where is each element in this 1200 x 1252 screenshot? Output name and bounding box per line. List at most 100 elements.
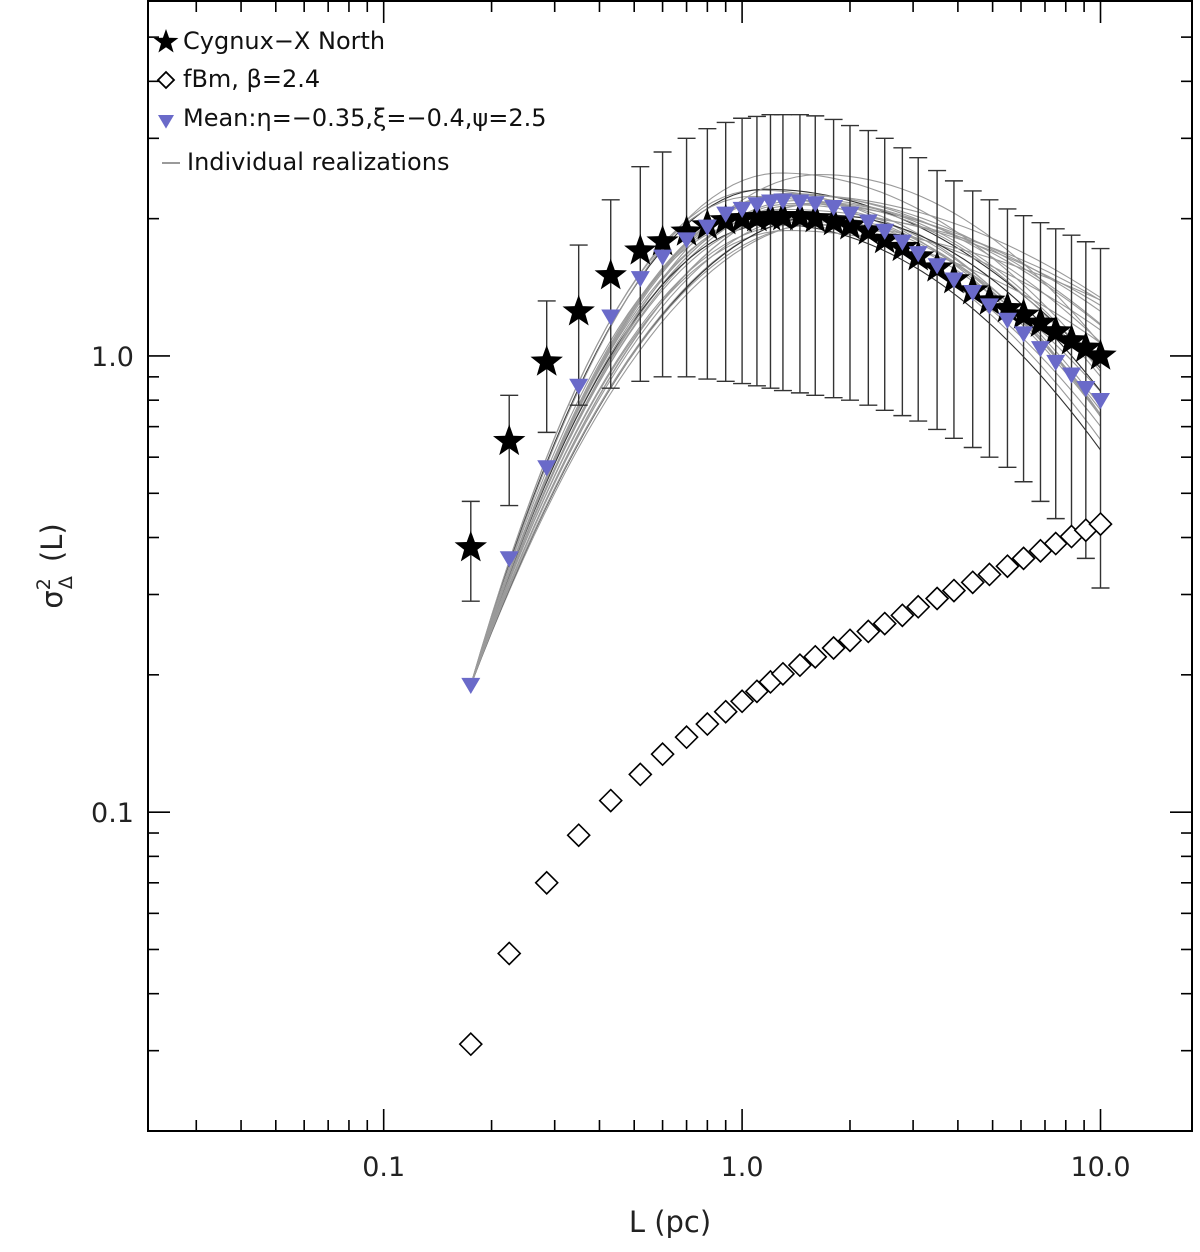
fbm-point (787, 653, 813, 678)
fbm-point (674, 725, 699, 750)
mean-point (630, 271, 650, 288)
y-tick-label: 1.0 (91, 342, 134, 373)
mean-point (1076, 381, 1096, 398)
mean-point (790, 194, 810, 211)
legend-star-icon (153, 29, 179, 53)
y-axis-label: σ2Δ (L) (33, 523, 77, 608)
fbm-point (713, 699, 738, 724)
fbm-point (960, 570, 985, 595)
axis-ticks (148, 0, 1192, 1132)
fbm-point (598, 788, 623, 813)
mean-point (1014, 326, 1034, 343)
mean-point (461, 677, 481, 695)
y-axis-label-sub: Δ (55, 576, 77, 589)
plot-frame (147, 0, 1193, 1132)
cygnus-point (991, 291, 1024, 323)
fbm-point (906, 594, 931, 619)
mean-point (569, 378, 589, 395)
mean-point (697, 219, 717, 236)
fbm-point (924, 586, 950, 611)
mean-markers (461, 193, 1111, 695)
y-axis-label-sup: 2 (33, 578, 55, 590)
legend: Cygnux−X North fBm, β=2.4 Mean:η=−0.35,ξ… (153, 27, 546, 176)
realization-curve (470, 192, 1101, 686)
mean-point (760, 194, 780, 211)
cygnus-point (766, 199, 800, 231)
realization-curve (470, 174, 1101, 686)
fbm-point (837, 628, 863, 653)
cygnus-point (454, 530, 487, 562)
cygnus-point (833, 208, 867, 240)
cygnus-point (799, 201, 832, 233)
cygnus-point (740, 200, 774, 232)
mean-point (997, 312, 1017, 329)
mean-point (601, 309, 621, 326)
cygnus-point (1024, 306, 1057, 337)
mean-point (963, 285, 983, 302)
fbm-point (566, 823, 591, 848)
legend-label-cygnus: Cygnux−X North (183, 27, 385, 55)
mean-point (875, 223, 895, 240)
fbm-point (1088, 511, 1113, 537)
mean-point (892, 234, 912, 251)
legend-label-fbm: fBm, β=2.4 (183, 65, 320, 93)
legend-item-individual: Individual realizations (162, 148, 449, 176)
fbm-point (856, 619, 881, 644)
cygnus-point (624, 233, 657, 265)
cygnus-point (646, 224, 679, 256)
y-axis-label-symbol: σ (35, 590, 69, 608)
legend-item-fbm: fBm, β=2.4 (156, 65, 320, 93)
mean-point (840, 206, 860, 223)
legend-item-mean: Mean:η=−0.35,ξ=−0.4,ψ=2.5 (158, 104, 546, 132)
tick-labels: 0.1 1.0 10.0 0.1 1.0 (91, 342, 1131, 1183)
mean-point (747, 197, 767, 214)
fbm-point (534, 870, 559, 895)
y-tick-label: 0.1 (91, 798, 134, 829)
mean-point (805, 196, 825, 213)
mean-point (773, 193, 793, 210)
mean-point (1091, 393, 1111, 410)
fbm-point (628, 762, 653, 787)
cygnus-point (493, 424, 526, 456)
mean-point (824, 199, 844, 217)
mean-point (1046, 354, 1066, 372)
legend-label-individual: Individual realizations (187, 148, 449, 176)
cygnus-point (783, 199, 817, 231)
cygnus-point (817, 204, 850, 236)
legend-triangle-icon (158, 115, 174, 129)
fbm-point (729, 689, 755, 714)
fbm-point (770, 661, 796, 686)
mean-point (944, 272, 964, 289)
realization-curve (470, 230, 1101, 686)
fbm-point (458, 1032, 483, 1057)
realization-curve (470, 188, 1101, 686)
realization-curve (470, 172, 1101, 686)
x-axis-label: L (pc) (629, 1205, 711, 1239)
cygnus-point (1069, 331, 1102, 362)
mean-point (927, 258, 947, 275)
cygnus-point (594, 258, 627, 290)
fbm-markers (458, 511, 1113, 1057)
mean-point (858, 214, 878, 231)
cygnus-point (1039, 314, 1072, 346)
cygnus-point (1055, 323, 1088, 355)
cygnus-point (1084, 339, 1117, 370)
mean-point (979, 298, 999, 315)
fbm-point (995, 554, 1020, 579)
mean-point (1062, 367, 1082, 384)
fbm-point (650, 742, 675, 767)
fbm-point (941, 578, 967, 603)
svg-text:σ2Δ(L): σ2Δ (L) (33, 523, 77, 608)
mean-point (499, 551, 519, 568)
x-tick-label: 10.0 (1070, 1152, 1130, 1183)
fbm-point (890, 603, 915, 628)
legend-diamond-icon (156, 70, 176, 90)
mean-point (716, 206, 736, 223)
fbm-point (1011, 546, 1036, 571)
mean-point (1030, 341, 1050, 358)
cygnus-point (754, 199, 787, 231)
cygnus-error-bars (461, 113, 1110, 602)
x-tick-label: 0.1 (362, 1152, 405, 1183)
